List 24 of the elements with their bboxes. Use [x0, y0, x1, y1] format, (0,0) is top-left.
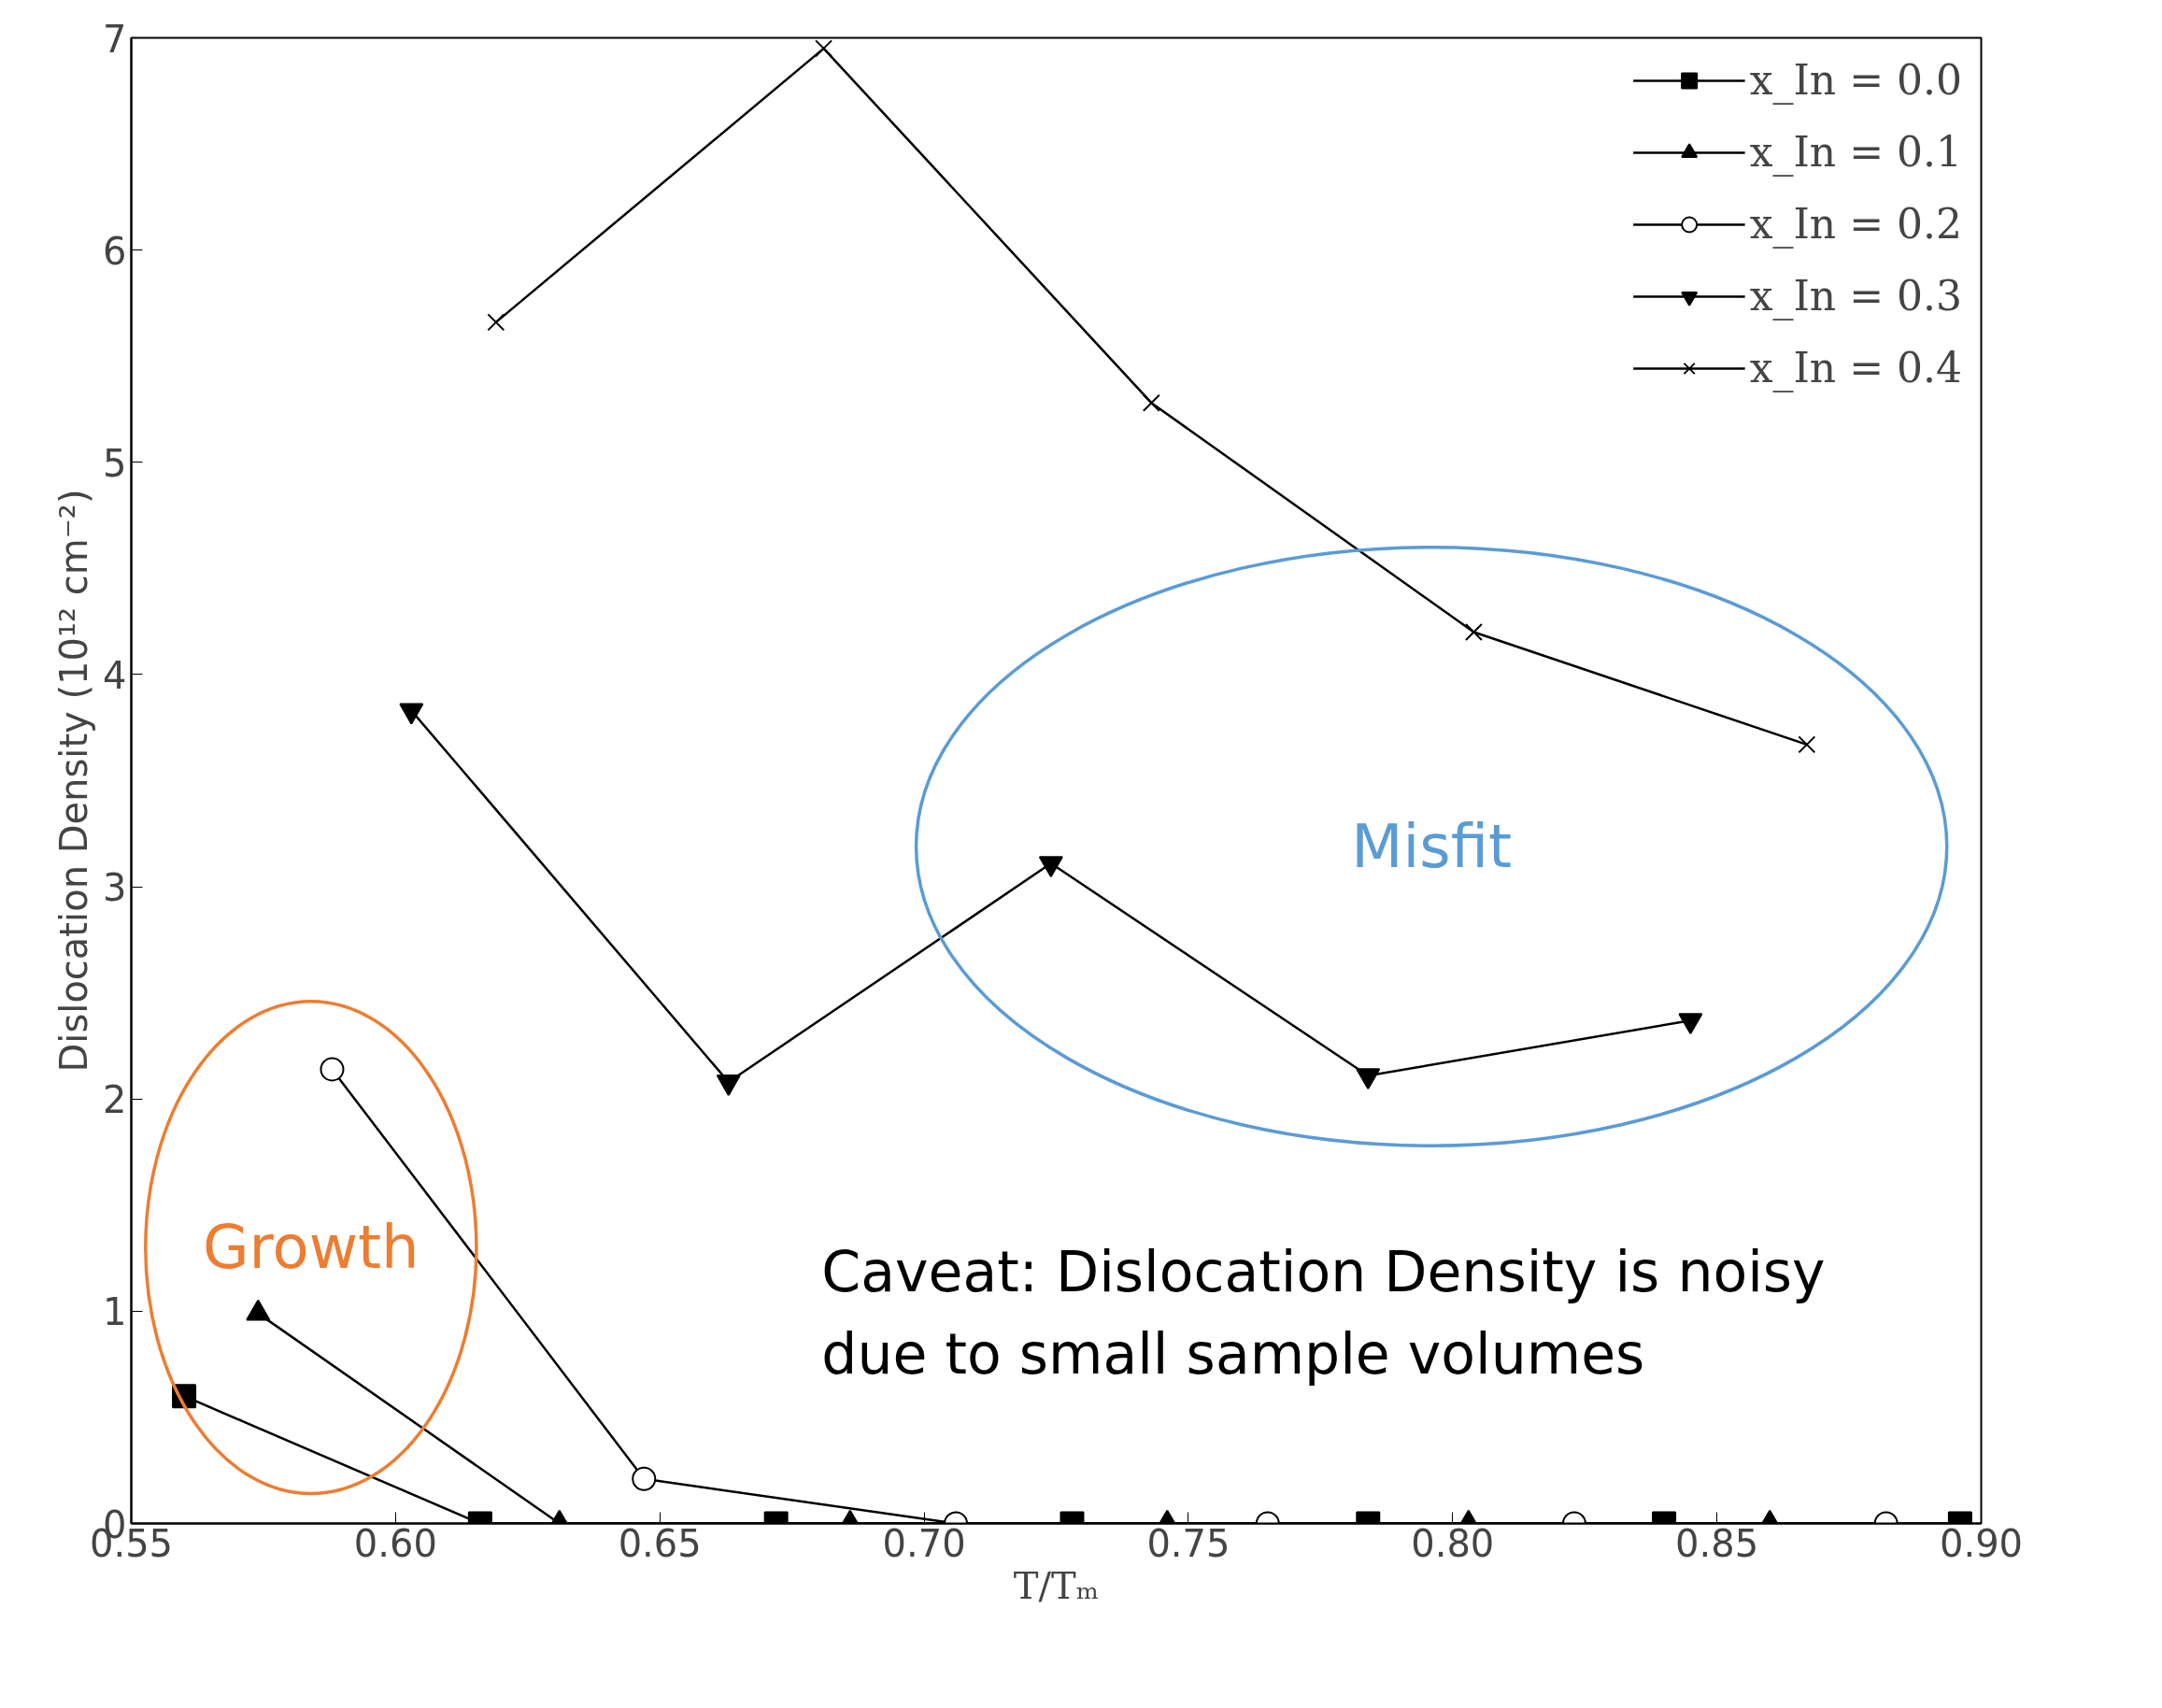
y-tick-label: 3	[103, 866, 127, 910]
legend-label: x_In = 0.1	[1749, 128, 1962, 176]
y-tick-label: 6	[103, 229, 127, 273]
annotation: Growth	[203, 1213, 420, 1283]
legend-label: x_In = 0.2	[1749, 200, 1962, 248]
x-tick-label: 0.85	[1675, 1521, 1759, 1565]
y-tick-label: 7	[103, 17, 127, 61]
legend-label: x_In = 0.0	[1749, 56, 1962, 104]
legend-label: x_In = 0.3	[1749, 272, 1962, 320]
x-tick-label: 0.65	[618, 1521, 702, 1565]
x-tick-label: 0.90	[1939, 1521, 2024, 1565]
y-tick-label: 1	[103, 1290, 127, 1334]
x-axis-title: T/Tₘ	[1013, 1563, 1100, 1607]
legend-label: x_In = 0.4	[1749, 344, 1962, 391]
y-tick-label: 2	[103, 1078, 127, 1122]
x-tick-label: 0.80	[1411, 1521, 1495, 1565]
annotation: Misfit	[1351, 811, 1513, 881]
x-tick-label: 0.70	[882, 1521, 966, 1565]
y-tick-label: 4	[103, 653, 127, 697]
y-axis-title: Dislocation Density (10¹² cm⁻²)	[52, 489, 96, 1073]
annotation: Caveat: Dislocation Density is noisy due to small sample volumes	[821, 1239, 1826, 1387]
y-tick-label: 5	[103, 441, 127, 485]
x-tick-label: 0.75	[1146, 1521, 1230, 1565]
x-tick-label: 0.60	[353, 1521, 437, 1565]
